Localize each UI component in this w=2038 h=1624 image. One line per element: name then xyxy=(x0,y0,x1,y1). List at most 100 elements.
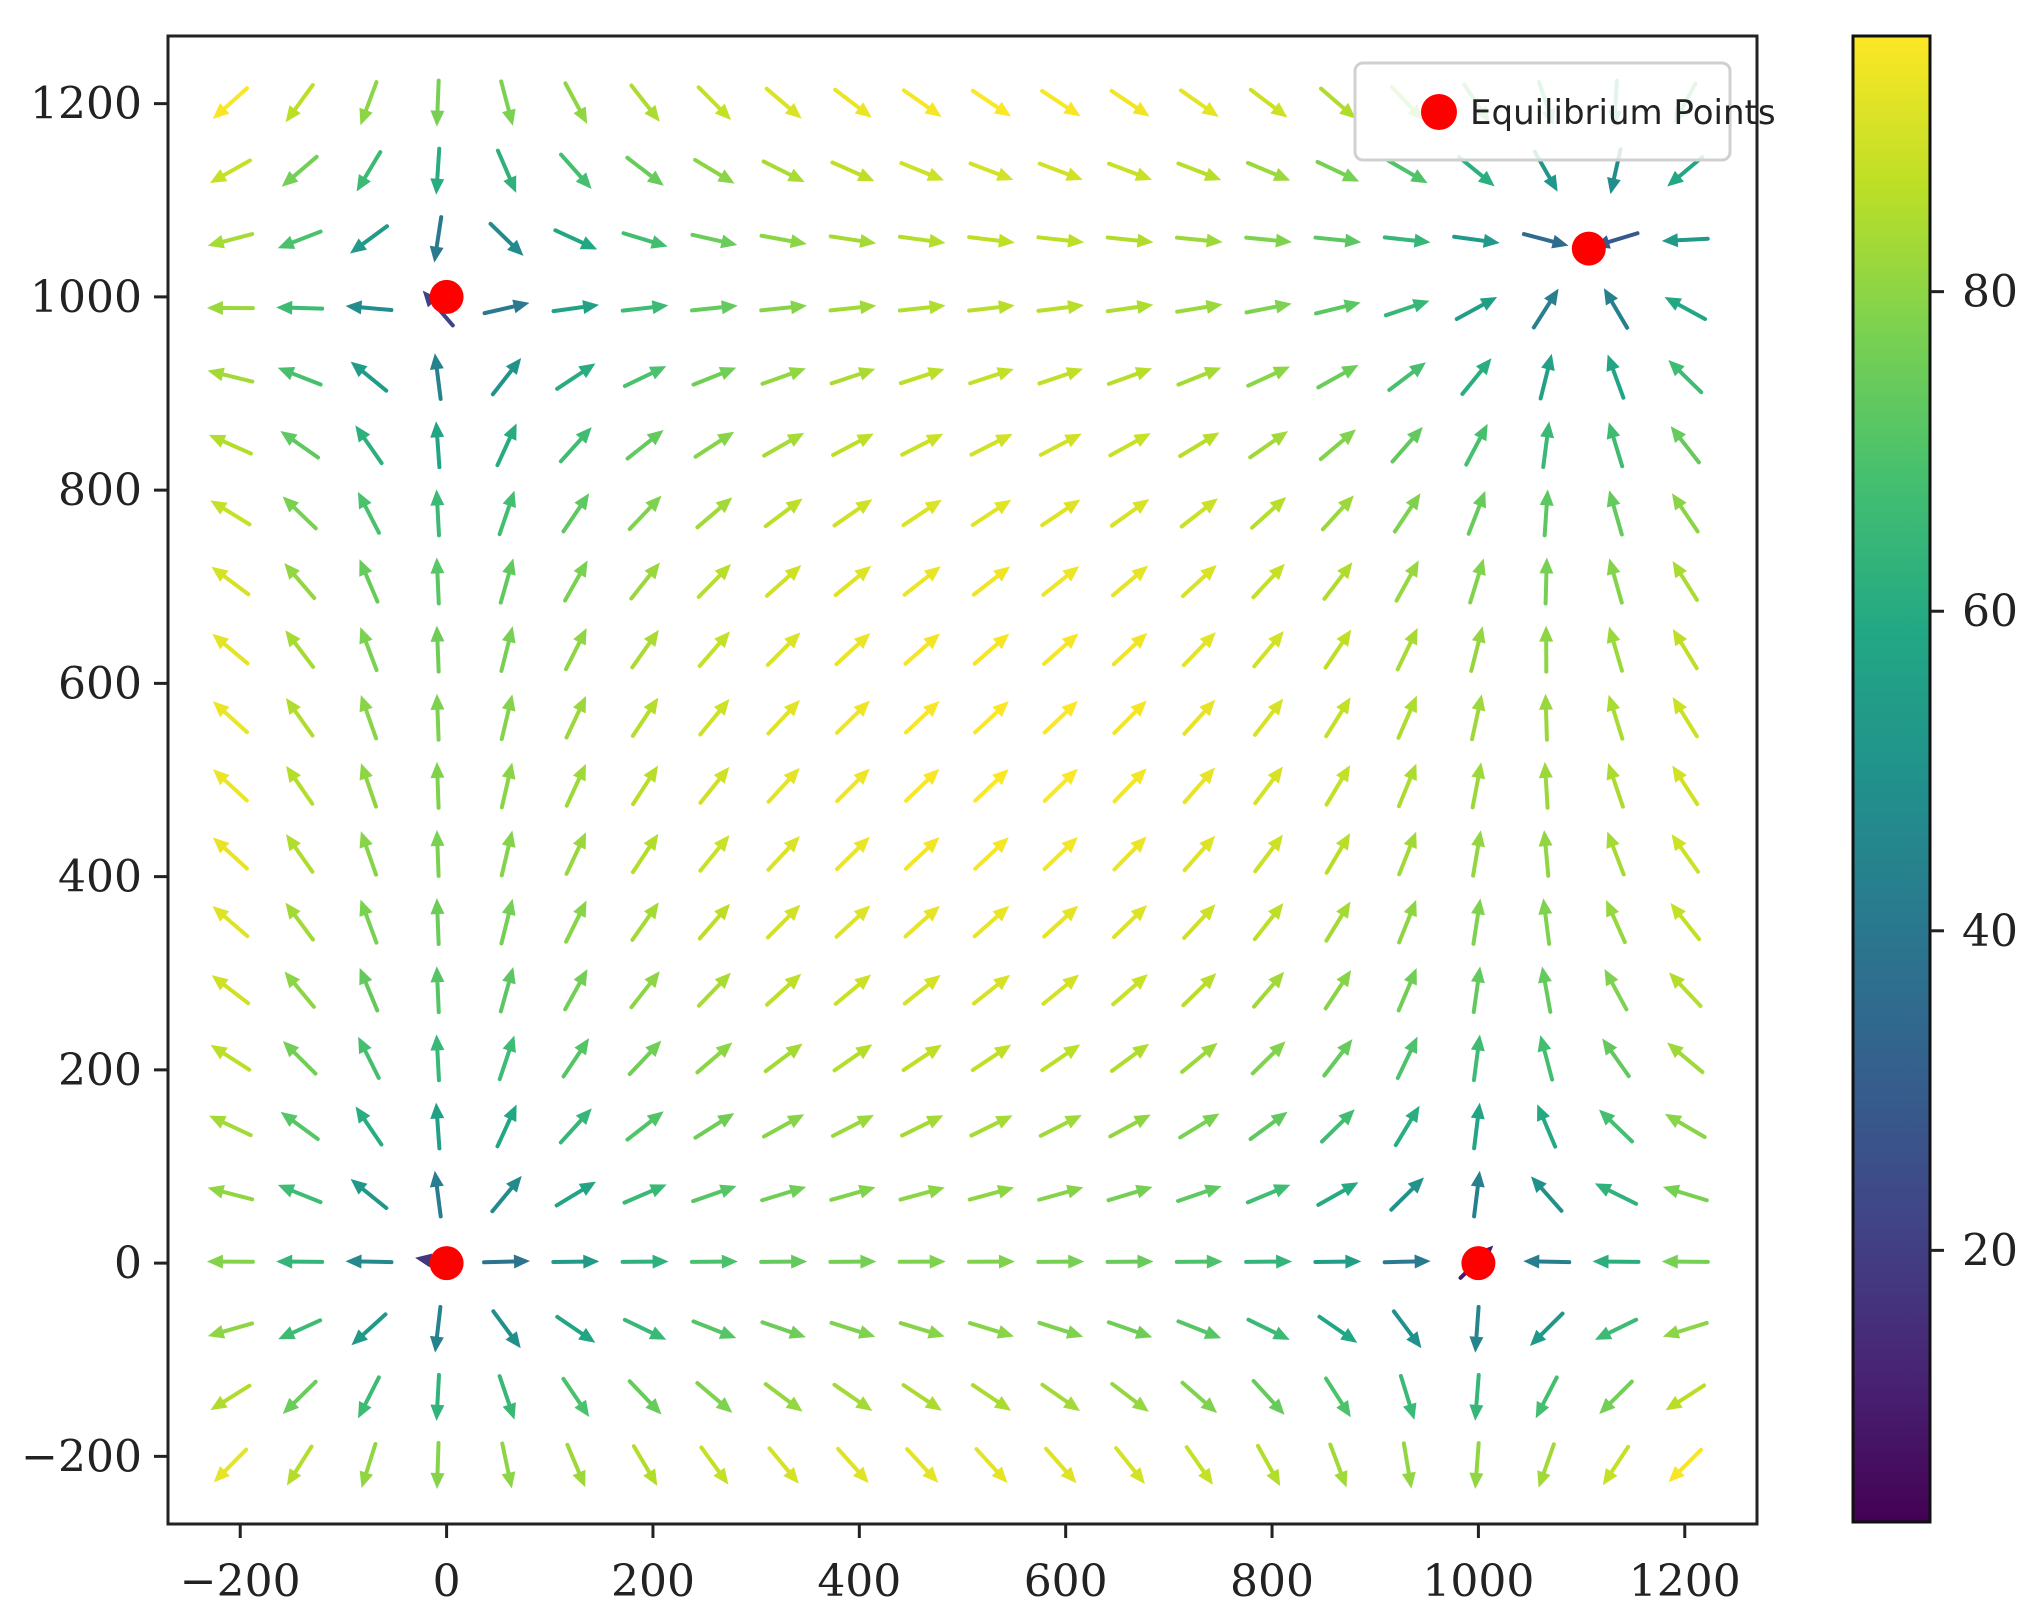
quiver-arrow-icon xyxy=(495,1104,517,1149)
quiver-arrow-icon xyxy=(1324,697,1351,739)
quiver-arrow-icon xyxy=(835,836,870,872)
quiver-arrow-icon xyxy=(1040,1044,1081,1073)
quiver-arrow-icon xyxy=(1314,299,1361,316)
quiver-arrow-icon xyxy=(899,161,945,181)
legend-marker-icon xyxy=(1421,94,1457,130)
quiver-arrow-icon xyxy=(833,565,872,598)
quiver-arrow-icon xyxy=(1324,901,1351,943)
quiver-arrow-icon xyxy=(903,700,940,735)
quiver-arrow-icon xyxy=(903,905,940,939)
quiver-arrow-icon xyxy=(1672,560,1699,602)
quiver-arrow-icon xyxy=(345,300,394,315)
quiver-arrow-icon xyxy=(430,557,445,606)
y-tick-label: −200 xyxy=(21,1431,142,1482)
quiver-arrow-icon xyxy=(1471,830,1486,878)
quiver-arrow-icon xyxy=(277,367,323,387)
quiver-arrow-icon xyxy=(764,86,802,119)
quiver-arrow-icon xyxy=(1176,1319,1222,1339)
quiver-arrow-icon xyxy=(1105,1254,1154,1269)
quiver-arrow-icon xyxy=(698,766,730,805)
quiver-arrow-icon xyxy=(284,562,317,600)
y-tick-label: 1000 xyxy=(30,272,142,323)
quiver-arrow-icon xyxy=(491,1309,521,1349)
quiver-arrow-icon xyxy=(209,158,252,184)
quiver-arrow-icon xyxy=(901,88,942,117)
quiver-arrow-icon xyxy=(1106,1184,1153,1203)
quiver-arrow-icon xyxy=(1604,968,1629,1012)
quiver-arrow-icon xyxy=(900,1115,944,1138)
quiver-arrow-icon xyxy=(482,299,530,316)
quiver-arrow-icon xyxy=(212,86,250,120)
quiver-arrow-icon xyxy=(689,1254,738,1269)
quiver-arrow-icon xyxy=(1178,1113,1220,1140)
quiver-arrow-icon xyxy=(765,632,801,667)
quiver-arrow-icon xyxy=(1390,426,1423,464)
quiver-arrow-icon xyxy=(210,1044,252,1072)
quiver-arrow-icon xyxy=(1322,1039,1353,1078)
x-tick-label: 1200 xyxy=(1629,1556,1741,1607)
quiver-arrow-icon xyxy=(207,367,255,384)
quiver-arrow-icon xyxy=(1253,766,1283,806)
colorbar-tick-label: 80 xyxy=(1962,267,2018,318)
quiver-arrow-icon xyxy=(488,221,524,256)
quiver-arrow-icon xyxy=(625,155,664,186)
quiver-arrow-icon xyxy=(630,629,659,670)
quiver-arrow-icon xyxy=(1248,87,1288,118)
quiver-arrow-icon xyxy=(213,769,249,803)
x-tick-label: 600 xyxy=(1024,1556,1108,1607)
quiver-arrow-icon xyxy=(1538,353,1555,401)
quiver-arrow-icon xyxy=(1539,489,1554,538)
quiver-arrow-icon xyxy=(355,1106,384,1147)
quiver-arrow-icon xyxy=(902,566,941,597)
quiver-arrow-icon xyxy=(1105,233,1154,248)
quiver-arrow-icon xyxy=(693,431,735,459)
quiver-arrow-icon xyxy=(497,1374,516,1420)
equilibrium-point-marker xyxy=(1461,1246,1496,1281)
quiver-arrow-icon xyxy=(359,80,379,126)
quiver-arrow-icon xyxy=(1182,699,1216,736)
quiver-arrow-icon xyxy=(276,300,325,315)
quiver-arrow-icon xyxy=(359,695,379,741)
quiver-arrow-icon xyxy=(1038,1115,1082,1138)
quiver-arrow-icon xyxy=(1606,558,1624,605)
quiver-arrow-icon xyxy=(1385,158,1428,184)
quiver-arrow-icon xyxy=(430,146,445,195)
quiver-arrow-icon xyxy=(1316,364,1359,390)
quiver-arrow-icon xyxy=(1180,1380,1218,1414)
quiver-arrow-icon xyxy=(1178,88,1219,117)
quiver-arrow-icon xyxy=(1398,1373,1417,1420)
quiver-arrow-icon xyxy=(1606,490,1624,537)
quiver-arrow-icon xyxy=(430,829,445,878)
quiver-arrow-icon xyxy=(1179,498,1218,529)
quiver-arrow-icon xyxy=(1606,422,1625,469)
quiver-arrow-icon xyxy=(430,625,445,674)
quiver-arrow-icon xyxy=(285,697,315,738)
quiver-arrow-icon xyxy=(1540,421,1555,470)
quiver-arrow-icon xyxy=(766,767,800,804)
quiver-arrow-icon xyxy=(1469,626,1486,673)
quiver-arrow-icon xyxy=(1537,1442,1556,1488)
quiver-arrow-icon xyxy=(1110,565,1149,598)
quiver-arrow-icon xyxy=(620,1254,669,1269)
quiver-arrow-icon xyxy=(429,215,444,263)
quiver-arrow-icon xyxy=(1313,1254,1362,1269)
quiver-arrow-icon xyxy=(210,500,252,527)
quiver-arrow-icon xyxy=(1382,233,1431,248)
quiver-arrow-icon xyxy=(764,565,802,598)
quiver-arrow-icon xyxy=(209,1115,253,1138)
quiver-arrow-icon xyxy=(212,633,250,666)
quiver-arrow-icon xyxy=(1396,763,1417,809)
quiver-arrow-icon xyxy=(281,154,319,187)
quiver-arrow-icon xyxy=(1042,768,1078,803)
quiver-arrow-icon xyxy=(1042,700,1078,735)
quiver-arrow-icon xyxy=(1538,898,1553,946)
quiver-arrow-icon xyxy=(1244,1254,1293,1269)
quiver-arrow-icon xyxy=(1383,299,1430,318)
quiver-arrow-icon xyxy=(625,429,664,461)
quiver-arrow-icon xyxy=(358,1036,381,1080)
quiver-arrow-icon xyxy=(351,1312,388,1346)
quiver-arrow-icon xyxy=(631,1444,658,1486)
quiver-arrow-icon xyxy=(833,974,872,1006)
quiver-arrow-icon xyxy=(1535,1375,1559,1419)
quiver-arrow-icon xyxy=(903,837,940,871)
